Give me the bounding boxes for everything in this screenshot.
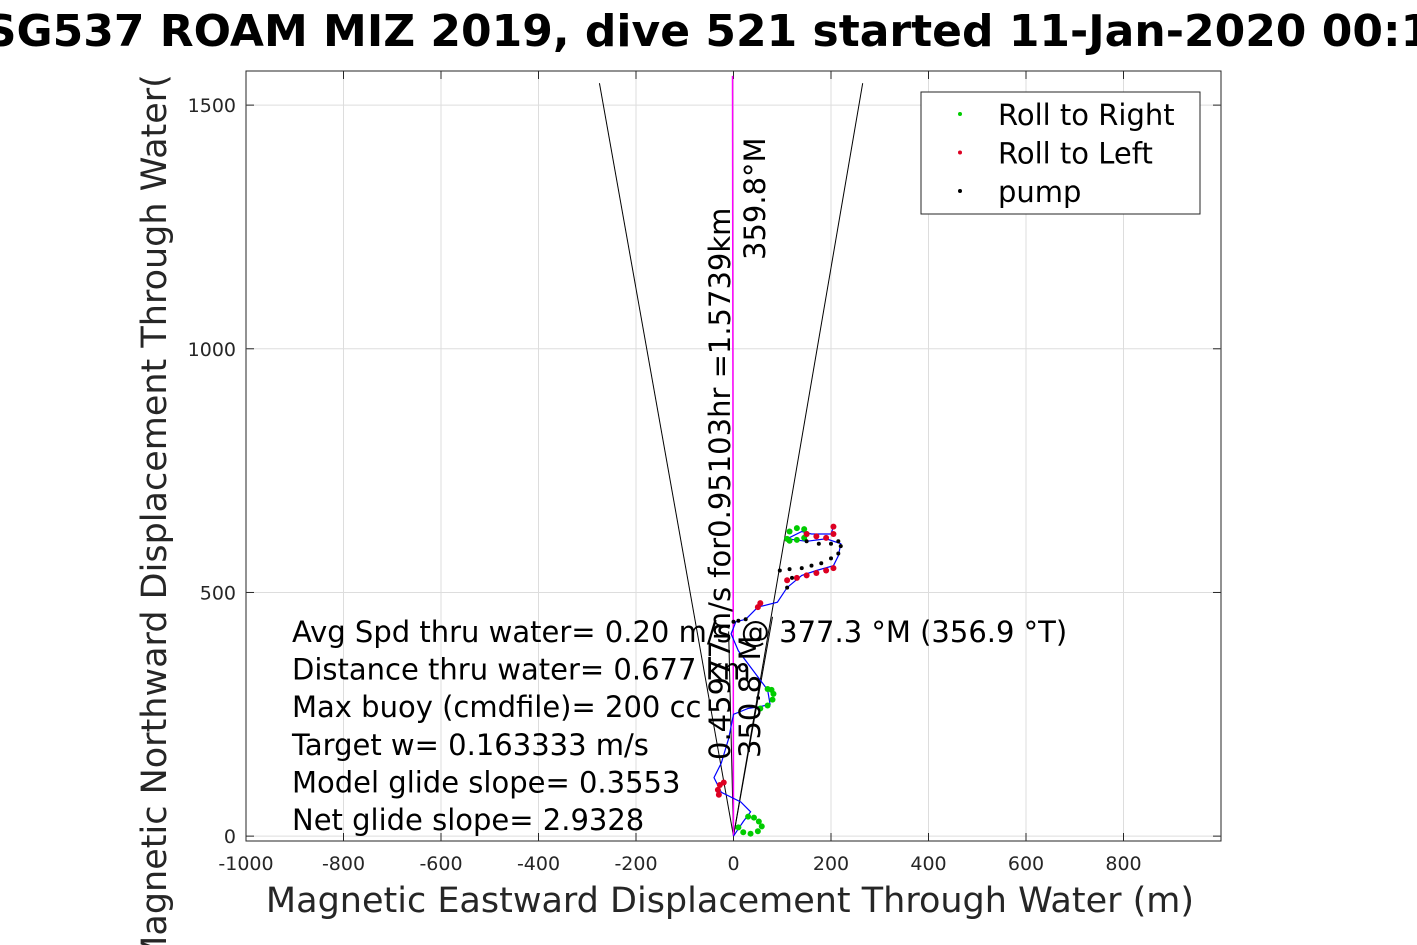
pump-point	[838, 544, 843, 549]
pump-point	[819, 561, 824, 566]
y-axis-label: Magnetic Northward Displacement Through …	[135, 74, 175, 945]
stats-line: Avg Spd thru water= 0.20 m/s @ 377.3 °M …	[292, 615, 1067, 649]
y-tick-label: 0	[224, 826, 236, 848]
data-series	[713, 523, 843, 837]
pump-point	[836, 539, 841, 544]
stats-line: Model glide slope= 0.3553	[292, 765, 680, 799]
x-tick-label: -1000	[218, 853, 273, 875]
roll-left-point	[813, 569, 820, 576]
legend-marker	[958, 150, 962, 155]
roll-left-point	[714, 786, 721, 793]
pump-point	[731, 619, 736, 624]
legend-label: pump	[998, 175, 1081, 209]
pump-point	[777, 568, 782, 573]
roll-right-point	[793, 536, 800, 543]
x-tick-label: 800	[1105, 853, 1141, 875]
x-tick-label: 400	[910, 853, 946, 875]
stats-line: Target w= 0.163333 m/s	[291, 728, 649, 762]
roll-right-point	[758, 823, 765, 830]
roll-right-point	[757, 705, 764, 712]
legend-label: Roll to Left	[998, 137, 1153, 171]
roll-left-point	[715, 791, 722, 798]
legend-label: Roll to Right	[998, 98, 1175, 132]
cone-left-line	[598, 83, 734, 837]
roll-right-point	[793, 525, 800, 532]
roll-left-point	[803, 530, 810, 537]
roll-left-point	[803, 572, 810, 579]
pump-point	[743, 617, 748, 622]
roll-right-point	[747, 830, 754, 837]
roll-left-point	[830, 565, 837, 572]
roll-right-point	[764, 702, 771, 709]
pump-point	[829, 541, 833, 546]
cone-right-line	[733, 83, 864, 837]
pump-point	[790, 575, 794, 580]
y-tick-label: 1500	[188, 95, 236, 117]
cone-inner-left-line	[728, 631, 734, 837]
speed-annotation: 0.45977m/s for0.95103hr =1.5739km	[703, 208, 737, 760]
roll-left-point	[813, 533, 820, 540]
roll-right-point	[801, 526, 808, 533]
x-tick-label: -800	[322, 853, 365, 875]
stats-block: Avg Spd thru water= 0.20 m/s @ 377.3 °M …	[291, 615, 1067, 837]
stats-line: Net glide slope= 2.9328	[292, 803, 644, 837]
roll-right-point	[786, 528, 793, 535]
roll-left-point	[830, 523, 837, 530]
chart-title: SG537 ROAM MIZ 2019, dive 521 started 11…	[0, 6, 1417, 57]
roll-right-point	[745, 813, 752, 820]
pump-point	[829, 556, 833, 561]
x-tick-label: 200	[813, 853, 849, 875]
roll-right-point	[754, 828, 761, 835]
roll-left-point	[720, 779, 727, 786]
cone-inner-right-line	[733, 616, 773, 837]
roll-left-point	[757, 600, 764, 607]
stats-line: Max buoy (cmdfile)= 200 cc	[292, 690, 701, 724]
x-axis-label: Magnetic Eastward Displacement Through W…	[266, 881, 1194, 921]
roll-right-point	[786, 537, 793, 544]
heading-annotation: 359.8°M	[738, 137, 772, 260]
heading-annotation-2: 350.8°M	[733, 635, 767, 758]
pump-point	[804, 539, 809, 544]
x-tick-label: 600	[1008, 853, 1044, 875]
pump-point	[836, 551, 841, 556]
legend-marker	[958, 112, 962, 116]
x-tick-label: -200	[614, 853, 657, 875]
pump-point	[816, 541, 821, 546]
y-axis-ticks: 0 500 1000 1500	[188, 95, 1221, 848]
stats-line: Distance thru water= 0.677 km	[292, 653, 751, 687]
roll-left-point	[823, 567, 830, 574]
roll-right-point	[740, 829, 747, 836]
roll-left-point	[823, 534, 830, 541]
pump-point	[736, 618, 741, 623]
roll-right-point	[764, 685, 771, 692]
x-axis-ticks: -1000 -800 -600 -400 -200 0 200 400 600 800	[218, 71, 1142, 875]
y-tick-label: 500	[200, 582, 236, 604]
roll-right-point	[769, 696, 776, 703]
track-line	[713, 526, 842, 837]
roll-right-point	[735, 824, 742, 831]
pump-point	[809, 563, 814, 568]
legend: Roll to Right Roll to Left pump	[920, 91, 1201, 215]
heading-line	[731, 75, 735, 837]
legend-marker	[958, 189, 962, 193]
pump-point	[785, 585, 790, 590]
guide-lines	[598, 75, 864, 837]
roll-left-point	[784, 577, 791, 584]
x-tick-label: 0	[727, 853, 739, 875]
pump-point	[787, 567, 792, 572]
x-tick-label: -400	[517, 853, 560, 875]
pump-point	[799, 566, 804, 571]
x-tick-label: -600	[419, 853, 462, 875]
roll-right-point	[750, 814, 757, 821]
roll-right-point	[755, 818, 762, 825]
roll-left-point	[793, 574, 800, 581]
y-tick-label: 1000	[188, 339, 236, 361]
roll-left-point	[830, 530, 837, 537]
legend-box	[920, 91, 1201, 215]
